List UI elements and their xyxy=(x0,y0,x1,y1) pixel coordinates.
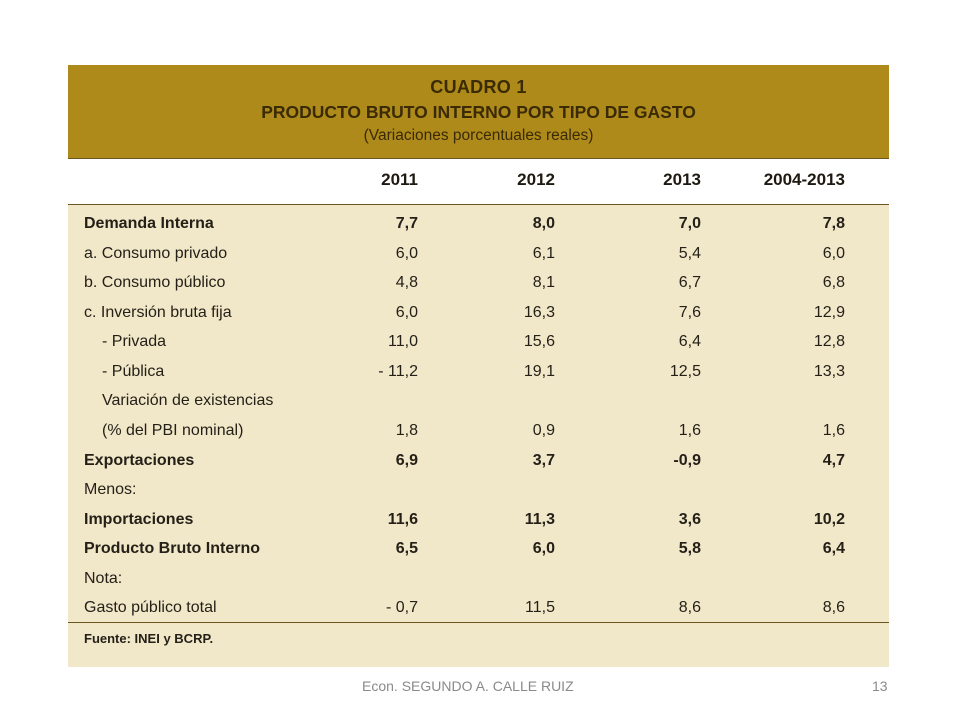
divider xyxy=(68,158,889,159)
row-label: Producto Bruto Interno xyxy=(84,540,260,557)
cell-value: 6,0 xyxy=(395,245,418,262)
cell-value: 1,6 xyxy=(678,422,701,439)
table-row: - Pública - 11,2 19,1 12,5 13,3 xyxy=(68,357,889,387)
cell-value: 12,8 xyxy=(813,333,845,350)
table-row: (% del PBI nominal) 1,8 0,9 1,6 1,6 xyxy=(68,416,889,446)
table-row: b. Consumo público 4,8 8,1 6,7 6,8 xyxy=(68,268,889,298)
row-label: b. Consumo público xyxy=(84,274,226,291)
cell-value: 7,0 xyxy=(678,215,701,232)
cell-value: 5,4 xyxy=(678,245,701,262)
cell-value: 1,8 xyxy=(395,422,418,439)
table-row: Nota: xyxy=(68,564,889,594)
cell-value: 6,7 xyxy=(678,274,701,291)
cell-value: 11,3 xyxy=(524,511,555,528)
cell-value: 12,9 xyxy=(813,304,845,321)
cell-value: 1,6 xyxy=(822,422,845,439)
cell-value: 16,3 xyxy=(523,304,555,321)
cell-value: 6,4 xyxy=(822,540,845,557)
cell-value: 8,0 xyxy=(532,215,555,232)
cell-value: 19,1 xyxy=(523,363,555,380)
divider xyxy=(68,622,889,623)
row-label: Demanda Interna xyxy=(84,215,214,232)
cell-value: 6,9 xyxy=(395,452,418,469)
cell-value: 7,8 xyxy=(822,215,845,232)
cell-value: 4,7 xyxy=(822,452,845,469)
cell-value: 15,6 xyxy=(523,333,555,350)
table-row: Producto Bruto Interno 6,5 6,0 5,8 6,4 xyxy=(68,534,889,564)
table-row: Variación de existencias xyxy=(68,386,889,416)
table-row: c. Inversión bruta fija 6,0 16,3 7,6 12,… xyxy=(68,298,889,328)
cell-value: 6,0 xyxy=(822,245,845,262)
cell-value: 3,7 xyxy=(532,452,555,469)
table-row: Menos: xyxy=(68,475,889,505)
cell-value: 6,4 xyxy=(678,333,701,350)
table-row: Gasto público total - 0,7 11,5 8,6 8,6 xyxy=(68,593,889,623)
cell-value: 8,6 xyxy=(678,599,701,616)
row-label: - Privada xyxy=(102,333,167,350)
page-number: 13 xyxy=(872,678,888,694)
cell-value: 6,8 xyxy=(822,274,845,291)
cell-value: 11,6 xyxy=(387,511,418,528)
divider xyxy=(68,204,889,205)
table-row: Demanda Interna 7,7 8,0 7,0 7,8 xyxy=(68,209,889,239)
cell-value: -0,9 xyxy=(673,452,701,469)
row-label: Exportaciones xyxy=(84,452,195,469)
cell-value: 0,9 xyxy=(532,422,555,439)
cell-value: 13,3 xyxy=(813,363,845,380)
cell-value: 7,7 xyxy=(395,215,418,232)
cell-value: 6,5 xyxy=(395,540,418,557)
table-subtitle: PRODUCTO BRUTO INTERNO POR TIPO DE GASTO xyxy=(261,102,696,122)
column-header-2011: 2011 xyxy=(381,170,418,189)
cell-value: 8,6 xyxy=(822,599,845,616)
table-row: Importaciones 11,6 11,3 3,6 10,2 xyxy=(68,505,889,535)
gdp-expenditure-table: CUADRO 1 PRODUCTO BRUTO INTERNO POR TIPO… xyxy=(68,65,889,667)
cell-value: - 0,7 xyxy=(385,599,418,616)
row-label: a. Consumo privado xyxy=(84,245,228,262)
row-label: c. Inversión bruta fija xyxy=(84,304,232,321)
cell-value: 5,8 xyxy=(678,540,701,557)
cell-value: 11,0 xyxy=(388,333,418,350)
column-header-2004-2013: 2004-2013 xyxy=(763,170,845,189)
cell-value: 10,2 xyxy=(813,511,845,528)
cell-value: 6,0 xyxy=(532,540,555,557)
row-label: Menos: xyxy=(84,481,137,498)
row-label: (% del PBI nominal) xyxy=(102,422,244,439)
table-header-band: CUADRO 1 PRODUCTO BRUTO INTERNO POR TIPO… xyxy=(68,65,889,158)
cell-value: 6,1 xyxy=(532,245,555,262)
row-label: Variación de existencias xyxy=(102,392,274,409)
row-label: Importaciones xyxy=(84,511,194,528)
table-title: CUADRO 1 xyxy=(430,77,527,97)
column-header-2013: 2013 xyxy=(663,170,701,189)
slide-footer-author: Econ. SEGUNDO A. CALLE RUIZ xyxy=(362,678,574,694)
cell-value: 7,6 xyxy=(678,304,701,321)
row-label: - Pública xyxy=(102,363,165,380)
table-row: - Privada 11,0 15,6 6,4 12,8 xyxy=(68,327,889,357)
row-label: Nota: xyxy=(84,570,123,587)
cell-value: - 11,2 xyxy=(378,363,418,380)
table-units-note: (Variaciones porcentuales reales) xyxy=(363,127,594,144)
cell-value: 12,5 xyxy=(669,363,701,380)
table-row: Exportaciones 6,9 3,7 -0,9 4,7 xyxy=(68,446,889,476)
table-row: a. Consumo privado 6,0 6,1 5,4 6,0 xyxy=(68,239,889,269)
cell-value: 8,1 xyxy=(532,274,555,291)
cell-value: 11,5 xyxy=(525,599,555,616)
cell-value: 4,8 xyxy=(395,274,418,291)
row-label: Gasto público total xyxy=(84,599,217,616)
cell-value: 3,6 xyxy=(678,511,701,528)
column-header-row xyxy=(68,158,889,204)
source-note: Fuente: INEI y BCRP. xyxy=(84,631,214,646)
cell-value: 6,0 xyxy=(395,304,418,321)
column-header-2012: 2012 xyxy=(517,170,555,189)
